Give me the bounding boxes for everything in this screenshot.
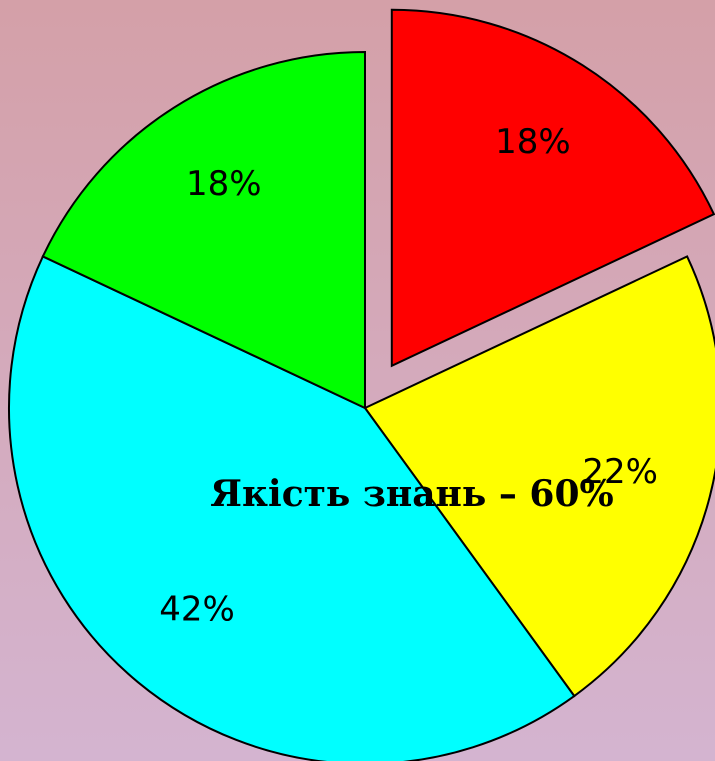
labels: 18% 22% 42% 18% bbox=[159, 122, 658, 630]
slice bbox=[363, 255, 715, 698]
slices bbox=[8, 8, 715, 761]
slice bbox=[8, 255, 576, 761]
slice bbox=[390, 8, 715, 368]
annotation: Якість знань – 60% bbox=[210, 473, 613, 515]
value-label: 18% bbox=[186, 164, 262, 204]
value-label: 42% bbox=[159, 589, 235, 629]
slice bbox=[41, 50, 366, 410]
value-label: 18% bbox=[495, 122, 571, 162]
value-label: 22% bbox=[582, 452, 658, 492]
